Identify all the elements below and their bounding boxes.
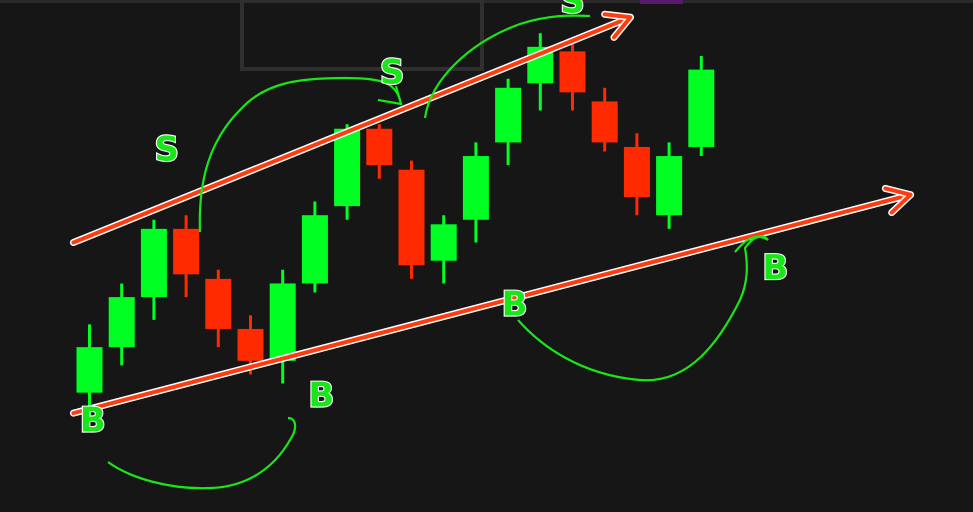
candle-body-14 xyxy=(495,87,522,143)
candle-body-11 xyxy=(398,169,425,266)
candle-body-18 xyxy=(623,146,650,197)
candle-body-6 xyxy=(237,328,264,361)
candle-body-17 xyxy=(591,101,618,143)
candle-body-4 xyxy=(173,228,200,275)
overlay-box xyxy=(240,0,484,71)
trendline-resistance xyxy=(71,15,633,245)
buy-label-7: B xyxy=(762,248,788,288)
candle-body-12 xyxy=(430,224,457,261)
candle-body-20 xyxy=(688,69,715,147)
sell-curve-1 xyxy=(198,76,402,233)
candle-body-5 xyxy=(205,278,232,329)
annotation-curves-group xyxy=(107,14,769,490)
candles-group xyxy=(76,33,715,416)
buy-curve-2 xyxy=(517,235,769,382)
candle-body-2 xyxy=(108,297,135,348)
sell-label-3: S xyxy=(560,0,585,22)
buy-label-6: B xyxy=(502,284,528,324)
candle-body-19 xyxy=(656,156,683,216)
trendline-support xyxy=(71,192,913,416)
candle-body-8 xyxy=(301,215,328,284)
buy-label-4: B xyxy=(80,400,106,440)
sell-curve-1-arrowhead xyxy=(377,85,403,106)
sell-label-2: S xyxy=(380,52,405,92)
trendline-support-arrowhead xyxy=(883,186,913,215)
trendlines-group xyxy=(69,10,915,417)
annotation-labels-group: S S S B B B B xyxy=(79,0,790,441)
top-border xyxy=(0,0,973,3)
candle-body-7 xyxy=(269,283,296,361)
sell-curve-2 xyxy=(423,14,591,119)
buy-label-5: B xyxy=(308,375,334,415)
candle-body-9 xyxy=(334,128,361,207)
candle-body-16 xyxy=(559,51,586,93)
sell-label-1: S xyxy=(155,130,180,170)
top-toolbar-marker xyxy=(640,0,683,4)
candle-body-10 xyxy=(366,128,393,166)
trendline-resistance-arrowhead xyxy=(602,12,633,40)
candle-body-1 xyxy=(76,347,103,393)
candle-body-3 xyxy=(140,228,167,298)
candle-body-13 xyxy=(462,156,489,220)
buy-curve-2-hook xyxy=(734,235,769,253)
buy-curve-1 xyxy=(107,416,297,490)
